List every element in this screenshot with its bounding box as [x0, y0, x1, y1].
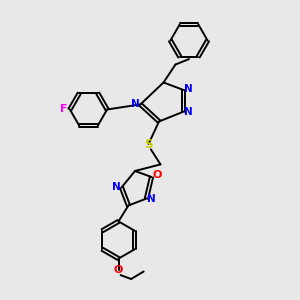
Text: O: O	[152, 170, 162, 181]
Text: F: F	[59, 104, 67, 115]
Text: N: N	[112, 182, 121, 193]
Text: N: N	[131, 99, 140, 110]
Text: N: N	[147, 194, 156, 204]
Text: O: O	[114, 265, 123, 275]
Text: N: N	[184, 83, 193, 94]
Text: N: N	[184, 106, 193, 117]
Text: S: S	[144, 137, 153, 151]
